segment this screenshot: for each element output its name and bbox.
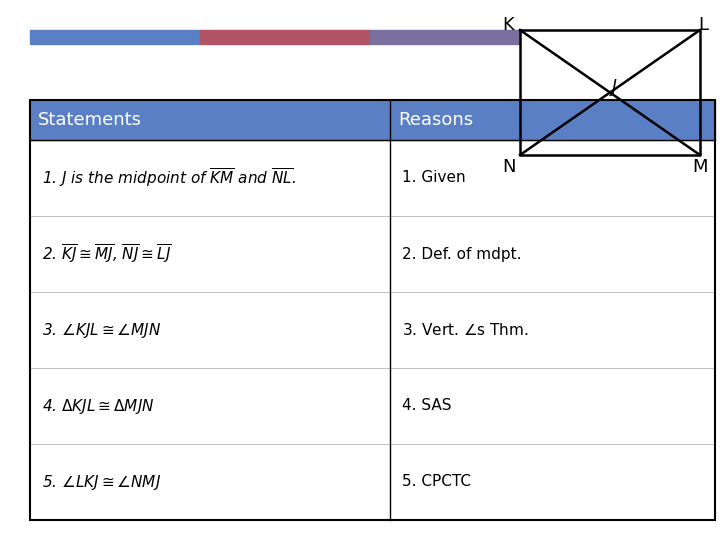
Text: 4. $\Delta KJL \cong \Delta MJN$: 4. $\Delta KJL \cong \Delta MJN$ xyxy=(42,396,155,415)
Text: 1. Given: 1. Given xyxy=(402,171,466,186)
Text: K: K xyxy=(502,16,514,34)
Text: Statements: Statements xyxy=(38,111,142,129)
Text: 1. $\mathit{J}$ is the midpoint of $\overline{KM}$ and $\overline{NL}$.: 1. $\mathit{J}$ is the midpoint of $\ove… xyxy=(42,167,296,190)
Bar xyxy=(370,30,520,44)
Text: 3. Vert. $\angle$s Thm.: 3. Vert. $\angle$s Thm. xyxy=(402,322,528,338)
Text: Reasons: Reasons xyxy=(398,111,473,129)
Text: N: N xyxy=(502,158,516,176)
Text: J: J xyxy=(611,78,616,97)
Text: L: L xyxy=(698,16,708,34)
Bar xyxy=(30,100,715,520)
Text: 5. $\angle LKJ \cong \angle NMJ$: 5. $\angle LKJ \cong \angle NMJ$ xyxy=(42,472,161,491)
Text: 2. $\overline{KJ}\cong\overline{MJ}$, $\overline{NJ}\cong\overline{LJ}$: 2. $\overline{KJ}\cong\overline{MJ}$, $\… xyxy=(42,242,171,266)
Text: 5. CPCTC: 5. CPCTC xyxy=(402,475,471,489)
Text: 3. $\angle KJL \cong \angle MJN$: 3. $\angle KJL \cong \angle MJN$ xyxy=(42,321,161,340)
Bar xyxy=(30,30,200,44)
Text: 2. Def. of mdpt.: 2. Def. of mdpt. xyxy=(402,246,521,261)
Bar xyxy=(200,30,370,44)
Text: 4. SAS: 4. SAS xyxy=(402,399,451,414)
Text: M: M xyxy=(693,158,708,176)
Bar xyxy=(30,100,715,140)
